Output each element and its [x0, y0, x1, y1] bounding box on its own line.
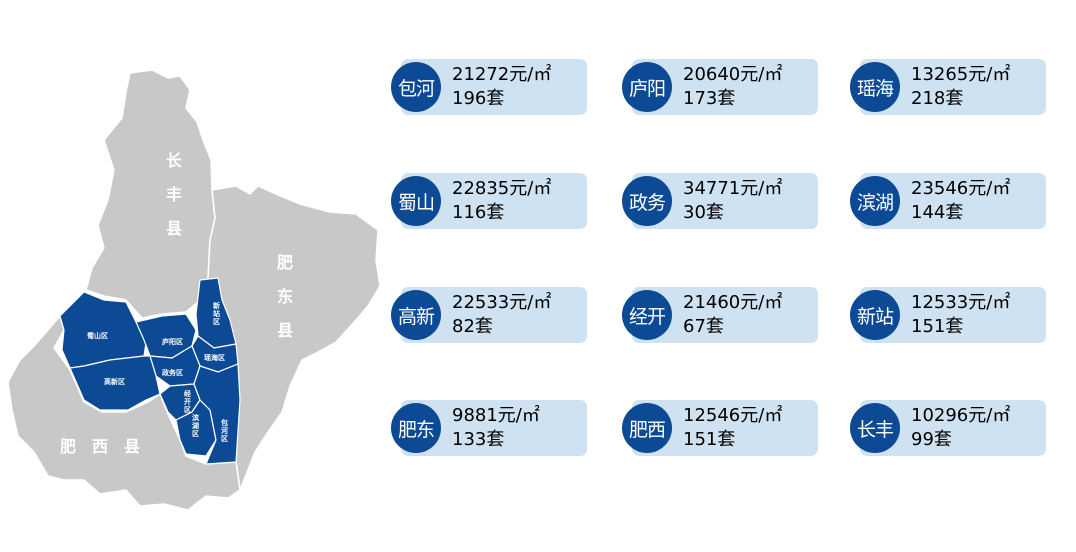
- card-baohe: 包河 21272元/㎡ 196套: [391, 57, 587, 117]
- county-label-char: 丰: [166, 185, 182, 204]
- card-yaohai: 瑶海 13265元/㎡ 218套: [850, 57, 1046, 117]
- county-label-changfeng: 长 丰 县: [166, 151, 188, 238]
- card-xinzhan: 新站 12533元/㎡ 151套: [850, 285, 1046, 345]
- county-label-char: 肥: [277, 253, 293, 272]
- county-changfeng: [85, 69, 216, 319]
- hefei-district-map: 长 丰 县 肥 东 县 肥 西 县 蜀山区 庐阳区 新 站 区 瑶海区 政务区 …: [7, 69, 381, 511]
- card-feixi: 肥西 12546元/㎡ 151套: [622, 398, 818, 458]
- district-label-char: 区: [213, 318, 220, 326]
- district-label-char: 包: [221, 418, 228, 427]
- price-text: 9881元/㎡: [452, 405, 540, 426]
- district-badge: 蜀山: [391, 176, 441, 226]
- card-feidong: 肥东 9881元/㎡ 133套: [391, 398, 587, 458]
- district-label-char: 开: [184, 398, 191, 406]
- district-label-baohe: 包 河 区: [221, 418, 230, 443]
- district-label-char: 站: [213, 309, 220, 318]
- district-badge: 滨湖: [850, 176, 900, 226]
- district-badge: 高新: [391, 290, 441, 340]
- count-text: 151套: [683, 429, 736, 450]
- county-label-feixi: 肥 西 县: [60, 437, 140, 456]
- county-label-char: 县: [124, 437, 140, 456]
- district-label-char: 经: [184, 389, 191, 398]
- count-text: 99套: [911, 429, 952, 450]
- district-label-xinzhan: 新 站 区: [213, 301, 222, 326]
- district-badge: 瑶海: [850, 62, 900, 112]
- district-label-char: 新: [213, 301, 220, 310]
- district-label-char: 区: [221, 435, 228, 443]
- price-text: 12546元/㎡: [683, 405, 783, 426]
- count-text: 133套: [452, 429, 505, 450]
- county-feixi: [7, 314, 241, 511]
- card-shushan: 蜀山 22835元/㎡ 116套: [391, 171, 587, 231]
- count-text: 30套: [683, 202, 724, 223]
- district-label-jingkai: 经 开 区: [184, 389, 193, 414]
- card-binhu: 滨湖 23546元/㎡ 144套: [850, 171, 1046, 231]
- district-badge: 长丰: [850, 403, 900, 453]
- district-label-binhu: 滨 湖 区: [192, 413, 201, 438]
- district-baohe: [193, 363, 241, 465]
- card-zhengwu: 政务 34771元/㎡ 30套: [622, 171, 818, 231]
- price-text: 20640元/㎡: [683, 64, 783, 85]
- district-label-shushan: 蜀山区: [87, 331, 108, 340]
- district-badge: 庐阳: [622, 62, 672, 112]
- district-badge: 肥东: [391, 403, 441, 453]
- count-text: 218套: [911, 88, 964, 109]
- county-label-char: 东: [277, 287, 293, 306]
- district-label-gaoxin: 高新区: [104, 377, 125, 386]
- district-label-char: 湖: [192, 421, 199, 430]
- count-text: 82套: [452, 316, 493, 337]
- price-text: 10296元/㎡: [911, 405, 1011, 426]
- district-label-char: 河: [221, 426, 228, 435]
- district-label-char: 区: [192, 430, 199, 438]
- card-changfeng: 长丰 10296元/㎡ 99套: [850, 398, 1046, 458]
- count-text: 151套: [911, 316, 964, 337]
- district-label-yaohai: 瑶海区: [204, 353, 225, 362]
- county-label-feidong: 肥 东 县: [277, 253, 299, 340]
- price-text: 21460元/㎡: [683, 292, 783, 313]
- count-text: 196套: [452, 88, 505, 109]
- price-text: 34771元/㎡: [683, 178, 783, 199]
- district-gaoxin: [69, 355, 161, 411]
- county-label-char: 西: [92, 437, 108, 456]
- card-gaoxin: 高新 22533元/㎡ 82套: [391, 285, 587, 345]
- count-text: 67套: [683, 316, 724, 337]
- district-badge: 包河: [391, 62, 441, 112]
- price-text: 21272元/㎡: [452, 64, 552, 85]
- price-text: 22835元/㎡: [452, 178, 552, 199]
- card-jingkai: 经开 21460元/㎡ 67套: [622, 285, 818, 345]
- price-text: 12533元/㎡: [911, 292, 1011, 313]
- price-text: 22533元/㎡: [452, 292, 552, 313]
- county-label-char: 长: [166, 151, 183, 170]
- price-text: 23546元/㎡: [911, 178, 1011, 199]
- county-label-char: 肥: [60, 437, 76, 456]
- district-badge: 肥西: [622, 403, 672, 453]
- district-label-zhengwu: 政务区: [162, 368, 183, 377]
- district-label-char: 滨: [192, 413, 199, 422]
- count-text: 144套: [911, 202, 964, 223]
- count-text: 116套: [452, 202, 505, 223]
- district-badge: 政务: [622, 176, 672, 226]
- district-badge: 经开: [622, 290, 672, 340]
- price-text: 13265元/㎡: [911, 64, 1011, 85]
- district-badge: 新站: [850, 290, 900, 340]
- county-label-char: 县: [277, 321, 293, 340]
- county-label-char: 县: [166, 219, 182, 238]
- count-text: 173套: [683, 88, 736, 109]
- district-label-char: 区: [184, 406, 191, 414]
- district-label-luyang: 庐阳区: [162, 337, 183, 346]
- card-luyang: 庐阳 20640元/㎡ 173套: [622, 57, 818, 117]
